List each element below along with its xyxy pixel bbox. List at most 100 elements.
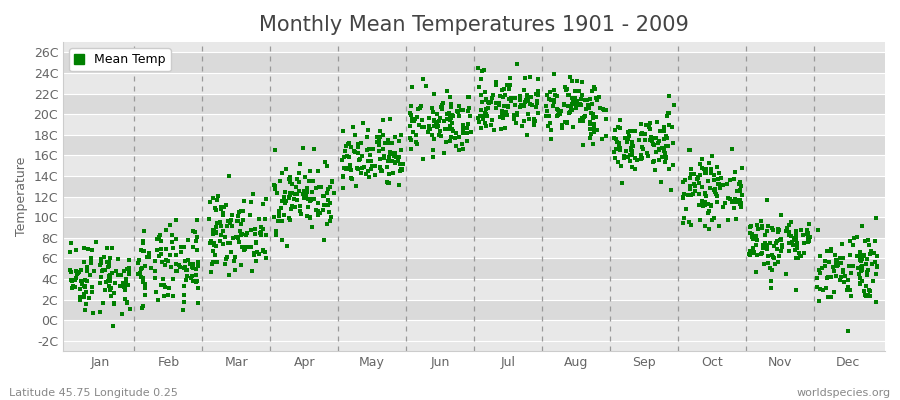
Point: [315, 206, 329, 213]
Point: [860, 293, 874, 300]
Point: [624, 145, 638, 151]
Point: [181, 256, 195, 263]
Point: [306, 178, 320, 184]
Point: [478, 120, 492, 126]
Point: [256, 248, 270, 254]
Point: [565, 94, 580, 101]
Point: [543, 89, 557, 96]
Point: [295, 190, 310, 197]
Point: [830, 258, 844, 264]
Point: [827, 268, 842, 274]
Point: [574, 102, 589, 108]
Point: [451, 109, 465, 115]
Point: [284, 181, 299, 187]
Point: [634, 121, 648, 127]
Point: [356, 165, 370, 171]
Point: [471, 65, 485, 71]
Point: [239, 243, 254, 250]
Point: [77, 306, 92, 313]
Point: [209, 242, 223, 249]
Point: [277, 200, 292, 206]
Point: [445, 120, 459, 126]
Point: [472, 119, 486, 126]
Point: [311, 168, 326, 174]
Point: [640, 153, 654, 160]
Point: [582, 121, 597, 128]
Point: [608, 127, 623, 133]
Point: [103, 287, 117, 294]
Point: [591, 94, 606, 100]
Point: [559, 87, 573, 93]
Point: [68, 275, 83, 282]
Point: [120, 300, 134, 306]
Point: [317, 193, 331, 199]
Point: [274, 198, 289, 204]
Point: [120, 298, 134, 305]
Point: [180, 267, 194, 274]
Point: [862, 292, 877, 299]
Point: [834, 255, 849, 262]
Point: [373, 163, 387, 170]
Point: [274, 204, 288, 211]
Point: [404, 112, 419, 118]
Point: [252, 216, 266, 222]
Point: [856, 252, 870, 258]
Point: [625, 147, 639, 154]
Point: [385, 158, 400, 164]
Point: [554, 107, 569, 114]
Point: [841, 284, 855, 290]
Point: [392, 182, 406, 188]
Point: [310, 200, 325, 206]
Point: [682, 147, 697, 153]
Point: [766, 227, 780, 234]
Point: [662, 110, 676, 116]
Point: [768, 261, 782, 268]
Point: [745, 244, 760, 251]
Point: [208, 206, 222, 213]
Point: [348, 182, 363, 189]
Point: [137, 228, 151, 234]
Point: [178, 264, 193, 270]
Point: [743, 252, 758, 258]
Point: [219, 256, 233, 262]
Point: [225, 223, 239, 230]
Point: [95, 300, 110, 306]
Point: [634, 155, 649, 161]
Point: [321, 209, 336, 215]
Point: [136, 238, 150, 244]
Point: [65, 278, 79, 284]
Point: [364, 158, 379, 164]
Point: [824, 274, 838, 280]
Point: [220, 218, 235, 224]
Point: [859, 282, 873, 289]
Point: [647, 142, 662, 148]
Point: [518, 102, 532, 109]
Point: [561, 103, 575, 110]
Point: [455, 127, 470, 134]
Point: [778, 271, 793, 277]
Point: [725, 198, 740, 205]
Point: [93, 262, 107, 268]
Point: [587, 124, 601, 131]
Point: [485, 95, 500, 101]
Point: [230, 234, 245, 240]
Point: [544, 136, 559, 142]
Point: [103, 272, 117, 278]
Point: [489, 80, 503, 86]
Point: [268, 182, 283, 189]
Point: [643, 137, 657, 143]
Point: [789, 245, 804, 251]
Point: [105, 245, 120, 252]
Point: [800, 230, 814, 236]
Point: [344, 166, 358, 173]
Point: [676, 179, 690, 185]
Point: [592, 104, 607, 111]
Point: [416, 76, 430, 82]
Point: [677, 215, 691, 222]
Point: [500, 104, 515, 110]
Point: [750, 236, 764, 243]
Point: [479, 106, 493, 112]
Point: [322, 184, 337, 190]
Point: [663, 187, 678, 194]
Point: [279, 166, 293, 172]
